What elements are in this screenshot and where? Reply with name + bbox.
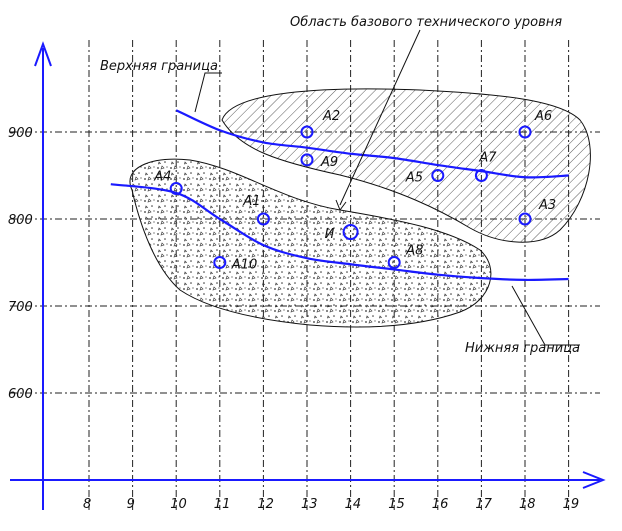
data-point: [213, 256, 227, 269]
point-label: А5: [405, 171, 423, 186]
point-label: И: [325, 227, 335, 242]
upper-region: [221, 88, 591, 243]
y-tick-label: 800: [8, 213, 33, 228]
x-tick-label: 10: [170, 497, 187, 512]
y-axis-arrow: [34, 41, 52, 67]
point-label: А3: [538, 198, 556, 213]
point-label: А8: [405, 244, 423, 259]
x-tick-label: 9: [127, 497, 135, 512]
region-leader: [339, 29, 421, 206]
y-tick-label: 700: [8, 300, 33, 315]
x-tick-label: 13: [301, 497, 318, 512]
x-tick-label: 15: [388, 497, 405, 512]
data-point: [300, 125, 314, 139]
upper-boundary-line: [175, 109, 569, 179]
region-annotation: Область базового технического уровня: [290, 15, 562, 30]
data-point: [518, 212, 532, 226]
x-tick-label: 12: [257, 497, 274, 512]
x-tick-label: 11: [214, 497, 231, 512]
lower-boundary-annotation: Нижняя граница: [465, 341, 580, 356]
lower-boundary-leader: [511, 285, 580, 346]
x-tick-label: 18: [519, 497, 536, 512]
data-point: [342, 224, 359, 241]
x-tick-label: 19: [563, 497, 580, 512]
data-point: [300, 153, 314, 167]
data-point: [169, 182, 183, 196]
x-tick-label: 14: [345, 497, 362, 512]
leaders: [194, 29, 580, 346]
upper-boundary-annotation: Верхняя граница: [100, 59, 218, 74]
x-tick-label: 17: [475, 497, 492, 512]
y-tick-label: 900: [8, 126, 33, 141]
regions: [129, 88, 591, 328]
data-point: [431, 169, 445, 182]
lower-region: [129, 158, 492, 328]
point-label: А1: [242, 194, 260, 209]
data-point: [518, 125, 532, 139]
region-leader-arrow: [335, 199, 347, 212]
point-label: А4: [153, 170, 171, 185]
boundaries: [110, 109, 569, 282]
axes: [10, 41, 606, 510]
x-axis-arrow: [582, 471, 606, 489]
point-label: А7: [478, 151, 497, 166]
annotations: Область базового технического уровня Вер…: [100, 15, 580, 356]
y-tick-label: 600: [8, 387, 33, 402]
point-label: А2: [322, 109, 340, 124]
point-label: А6: [534, 109, 552, 124]
point-label: А10: [231, 258, 257, 273]
point-label: А9: [320, 155, 338, 170]
upper-boundary-leader: [194, 72, 222, 113]
data-point: [387, 256, 401, 269]
lower-boundary-line: [110, 183, 569, 282]
x-tick-label: 16: [432, 497, 449, 512]
data-points: А1 А2 А3 А4 А5 А6 А7 А8 А9 А10 И: [153, 109, 556, 273]
axis-ticks: 8 9 10 11 12 13 14 15 16 17 18 19 600 700 800 900: [8, 126, 579, 512]
x-tick-label: 8: [83, 497, 91, 512]
data-point: [256, 212, 270, 226]
data-point: [474, 169, 488, 182]
